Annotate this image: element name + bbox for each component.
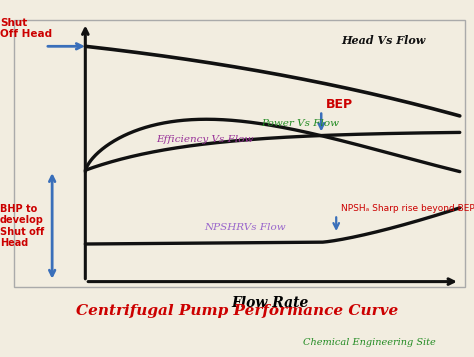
Text: Power Vs Flow: Power Vs Flow xyxy=(261,119,339,128)
Text: Efficiency Vs Flow: Efficiency Vs Flow xyxy=(156,135,254,144)
Text: Flow Rate: Flow Rate xyxy=(231,296,309,310)
Text: NPSHₐ Sharp rise beyond BEP: NPSHₐ Sharp rise beyond BEP xyxy=(341,204,474,213)
Text: BHP to
develop
Shut off
Head: BHP to develop Shut off Head xyxy=(0,203,44,248)
Text: Head Vs Flow: Head Vs Flow xyxy=(341,35,426,46)
Text: BEP: BEP xyxy=(326,98,353,111)
Text: NPSHRVs Flow: NPSHRVs Flow xyxy=(204,223,285,232)
Text: Shut
Off Head: Shut Off Head xyxy=(0,18,52,39)
Text: Centrifugal Pump Performance Curve: Centrifugal Pump Performance Curve xyxy=(76,303,398,318)
Text: Chemical Engineering Site: Chemical Engineering Site xyxy=(303,338,436,347)
